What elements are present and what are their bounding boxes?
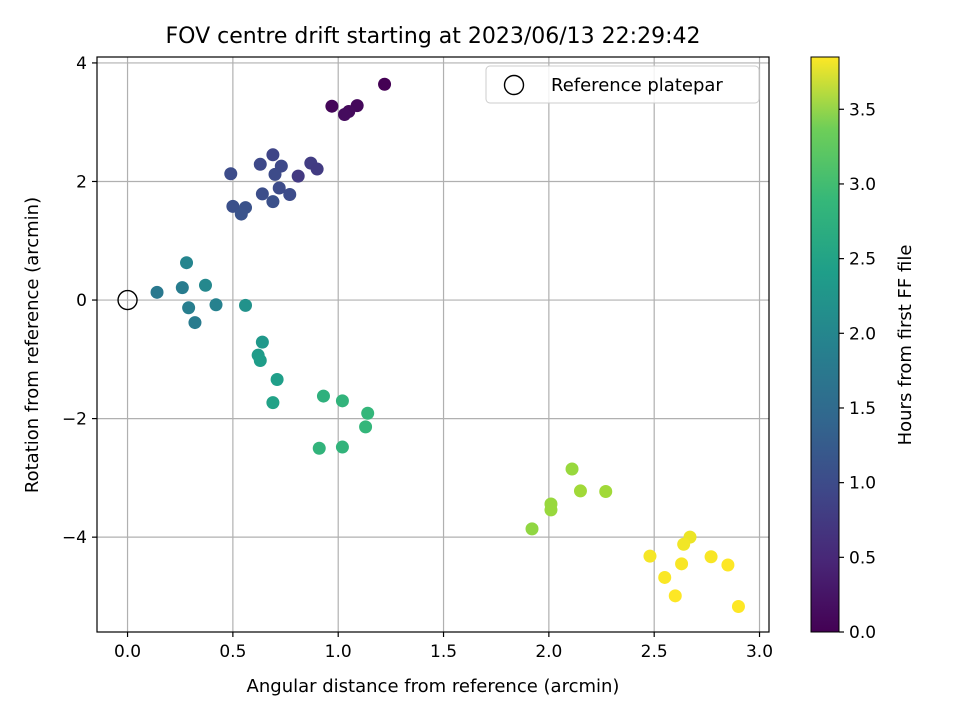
scatter-point bbox=[359, 420, 373, 434]
colorbar-ticks: 0.0 0.5 1.0 1.5 2.0 2.5 3.0 3.5 bbox=[839, 100, 876, 643]
x-axis-label: Angular distance from reference (arcmin) bbox=[247, 676, 620, 697]
scatter-point bbox=[272, 181, 286, 195]
scatter-point bbox=[239, 298, 253, 312]
scatter-point bbox=[270, 372, 284, 386]
legend-entry-reference: Reference platepar bbox=[551, 75, 723, 96]
chart-title: FOV centre drift starting at 2023/06/13 … bbox=[166, 24, 701, 49]
scatter-point bbox=[335, 394, 349, 408]
reference-platepar-marker bbox=[117, 289, 138, 311]
legend-reference-marker bbox=[503, 74, 525, 96]
scatter-point bbox=[266, 195, 280, 209]
scatter-point bbox=[255, 187, 269, 201]
scatter-point bbox=[182, 301, 196, 315]
scatter-point bbox=[291, 169, 305, 183]
scatter-point bbox=[677, 537, 691, 551]
x-tick-label: 2.0 bbox=[535, 642, 562, 662]
scatter-point bbox=[544, 503, 558, 517]
scatter-point bbox=[150, 285, 164, 299]
scatter-point bbox=[335, 440, 349, 454]
colorbar-tick-label: 0.5 bbox=[849, 548, 876, 568]
scatter-point bbox=[325, 99, 339, 113]
x-axis-ticks: 0.0 0.5 1.0 1.5 2.0 2.5 3.0 bbox=[114, 632, 773, 662]
scatter-point bbox=[565, 462, 579, 476]
y-axis-label: Rotation from reference (arcmin) bbox=[22, 197, 43, 493]
grid-lines bbox=[97, 57, 769, 632]
colorbar-tick-label: 3.0 bbox=[849, 175, 876, 195]
scatter-point bbox=[731, 600, 745, 614]
x-tick-label: 0.5 bbox=[219, 642, 246, 662]
scatter-point bbox=[209, 298, 223, 312]
scatter-point bbox=[268, 167, 282, 181]
colorbar-label: Hours from first FF file bbox=[895, 245, 916, 446]
scatter-point bbox=[283, 188, 297, 202]
scatter-point bbox=[338, 108, 352, 121]
scatter-point bbox=[316, 389, 330, 403]
y-tick-label: −2 bbox=[62, 410, 87, 430]
colorbar-tick-label: 2.5 bbox=[849, 250, 876, 270]
scatter-point bbox=[266, 148, 280, 162]
x-tick-label: 3.0 bbox=[746, 642, 773, 662]
colorbar-tick-label: 1.0 bbox=[849, 474, 876, 494]
colorbar-tick-label: 1.5 bbox=[849, 399, 876, 419]
legend: Reference platepar bbox=[485, 65, 760, 104]
scatter-point bbox=[312, 441, 326, 455]
scatter-point bbox=[224, 167, 238, 181]
scatter-point bbox=[525, 522, 539, 536]
data-points bbox=[117, 77, 745, 614]
scatter-point bbox=[361, 406, 375, 420]
scatter-point bbox=[668, 589, 682, 603]
colorbar-gradient bbox=[810, 56, 840, 633]
scatter-point bbox=[198, 278, 212, 292]
y-tick-label: 4 bbox=[76, 54, 87, 74]
scatter-point bbox=[675, 557, 689, 571]
scatter-point bbox=[234, 207, 248, 221]
x-tick-label: 1.5 bbox=[430, 642, 457, 662]
scatter-point bbox=[704, 550, 718, 564]
scatter-point bbox=[721, 558, 735, 572]
x-tick-label: 2.5 bbox=[641, 642, 668, 662]
x-tick-label: 0.0 bbox=[114, 642, 141, 662]
y-tick-label: 0 bbox=[76, 291, 87, 311]
scatter-point bbox=[180, 256, 194, 270]
scatter-point bbox=[175, 281, 189, 295]
plot-frame bbox=[96, 56, 770, 633]
legend-box bbox=[485, 65, 760, 104]
scatter-point bbox=[658, 570, 672, 584]
scatter-point bbox=[378, 77, 392, 91]
colorbar-tick-label: 0.0 bbox=[849, 623, 876, 643]
scatter-point bbox=[188, 316, 202, 330]
y-tick-label: 2 bbox=[76, 172, 87, 192]
scatter-point bbox=[226, 199, 240, 213]
x-tick-label: 1.0 bbox=[325, 642, 352, 662]
scatter-point bbox=[255, 335, 269, 349]
colorbar-tick-label: 2.0 bbox=[849, 324, 876, 344]
scatter-point bbox=[253, 354, 267, 368]
colorbar: 0.0 0.5 1.0 1.5 2.0 2.5 3.0 3.5 Hours from firs… bbox=[810, 56, 916, 643]
scatter-point bbox=[253, 157, 267, 171]
y-tick-label: −4 bbox=[62, 528, 87, 548]
scatter-point bbox=[310, 162, 324, 176]
scatter-point bbox=[599, 485, 613, 499]
scatter-point bbox=[643, 549, 657, 563]
y-axis-ticks: −4 −2 0 2 4 bbox=[62, 54, 97, 548]
scatter-point bbox=[573, 484, 587, 498]
scatter-point bbox=[266, 396, 280, 410]
colorbar-tick-label: 3.5 bbox=[849, 100, 876, 120]
